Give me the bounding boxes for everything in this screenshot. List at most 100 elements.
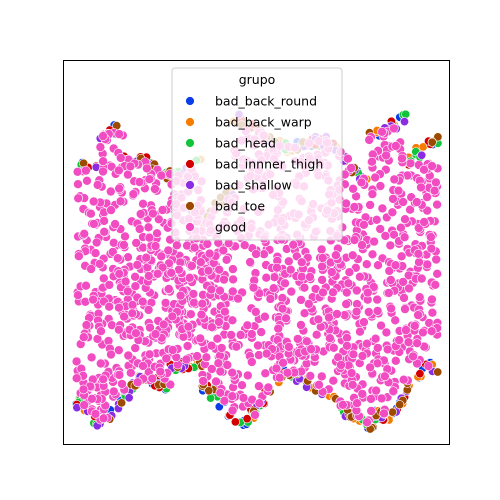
scatter-point-1646 [432, 199, 442, 210]
legend-marker-bad_head [185, 138, 195, 148]
legend-label-bad_back_round: bad_back_round [215, 94, 317, 109]
scatter-point-1687 [150, 184, 160, 194]
scatter-point-982 [250, 410, 260, 420]
scatter-point-1716 [226, 330, 236, 340]
scatter-point-1717 [114, 129, 124, 139]
scatter-point-901 [98, 166, 108, 177]
scatter-point-1530 [296, 271, 307, 282]
scatter-point-1668 [99, 227, 109, 237]
scatter-point-1504 [260, 311, 270, 322]
scatter-point-1549 [385, 275, 396, 285]
legend: grupo bad_back_round bad_back_warp bad_hea… [171, 67, 343, 241]
scatter-point-1786 [400, 304, 410, 314]
scatter-point-1483 [127, 300, 138, 310]
scatter-point-366 [433, 132, 443, 142]
scatter-point-1709 [408, 351, 418, 362]
scatter-point-1662 [186, 309, 196, 320]
scatter-point-1811 [398, 277, 408, 287]
scatter-point-1362 [351, 285, 362, 296]
scatter-point-1062 [396, 222, 406, 233]
scatter-point-1806 [195, 333, 205, 344]
scatter-point-1693 [328, 287, 338, 298]
scatter-point-1814 [380, 371, 390, 382]
legend-label-bad_toe: bad_toe [215, 199, 265, 214]
scatter-point-1911 [416, 273, 427, 284]
scatter-point-979 [371, 215, 382, 225]
scatter-point-794 [373, 260, 383, 271]
scatter-point-1876 [119, 311, 129, 322]
scatter-point-1664 [156, 251, 167, 262]
plot-area-frame [63, 60, 450, 445]
scatter-point-1874 [98, 131, 108, 141]
scatter-point-1841 [426, 326, 437, 337]
scatter-point-1813 [144, 232, 155, 243]
scatter-point-945 [72, 167, 83, 177]
scatter-point-1575 [326, 267, 337, 277]
scatter-point-1625 [261, 348, 272, 359]
scatter-point-1622 [214, 264, 224, 275]
scatter-point-1829 [91, 237, 102, 248]
scatter-point-1776 [419, 217, 429, 227]
scatter-point-1839 [370, 172, 381, 183]
scatter-point-188 [206, 393, 216, 403]
scatter-point-1430 [299, 282, 310, 293]
scatter-point-1242 [161, 353, 172, 364]
scatter-point-1856 [314, 379, 324, 390]
scatter-point-1807 [248, 282, 259, 293]
scatter-point-602 [247, 329, 257, 339]
scatter-point-1494 [367, 189, 378, 199]
scatter-point-1235 [201, 352, 212, 363]
scatter-point-1889 [431, 254, 442, 265]
scatter-point-1519 [403, 337, 414, 348]
scatter-point-1612 [214, 317, 224, 327]
scatter-point-1784 [150, 241, 161, 251]
scatter-point-1567 [134, 224, 145, 234]
scatter-point-1904 [215, 366, 226, 377]
scatter-point-1765 [183, 321, 194, 332]
scatter-point-1745 [109, 386, 119, 397]
scatter-point-1464 [123, 286, 133, 297]
scatter-point-1566 [227, 405, 238, 416]
scatter-point-1047 [227, 315, 238, 326]
scatter-point-1597 [261, 272, 272, 283]
scatter-point-1412 [114, 302, 124, 313]
scatter-point-1344 [215, 387, 226, 398]
scatter-point-1877 [273, 323, 284, 334]
scatter-point-1821 [90, 409, 101, 419]
scatter-point-559 [71, 356, 82, 367]
scatter-point-1799 [390, 260, 401, 271]
scatter-point-1379 [357, 389, 368, 399]
scatter-point-1714 [347, 379, 358, 390]
scatter-point-1796 [141, 252, 151, 263]
scatter-point-1892 [411, 197, 422, 207]
scatter-point-1349 [219, 395, 230, 406]
scatter-point-1659 [152, 228, 162, 239]
scatter-point-581 [423, 361, 434, 371]
scatter-point-900 [165, 379, 176, 390]
scatter-point-1556 [119, 240, 129, 250]
scatter-point-1746 [144, 271, 154, 281]
scatter-point-1826 [426, 232, 436, 242]
scatter-point-932 [108, 247, 118, 257]
scatter-point-447 [405, 158, 416, 169]
scatter-point-1176 [361, 259, 372, 270]
scatter-point-878 [292, 334, 303, 344]
scatter-point-1657 [164, 284, 174, 294]
scatter-point-1262 [388, 194, 398, 204]
scatter-point-1718 [238, 393, 249, 403]
scatter-point-1277 [377, 127, 387, 137]
scatter-point-428 [99, 273, 109, 284]
scatter-point-1840 [331, 250, 341, 260]
scatter-point-1845 [367, 249, 378, 260]
scatter-point-1505 [157, 262, 168, 273]
scatter-point-1846 [372, 343, 383, 353]
scatter-point-1719 [187, 261, 197, 271]
scatter-point-1052 [90, 248, 101, 258]
scatter-point-1609 [131, 328, 141, 339]
scatter-point-1858 [364, 135, 375, 145]
scatter-point-1194 [375, 181, 386, 191]
scatter-point-585 [390, 355, 401, 366]
scatter-point-817 [117, 379, 127, 389]
scatter-point-1402 [242, 320, 253, 331]
scatter-point-1202 [388, 386, 399, 397]
